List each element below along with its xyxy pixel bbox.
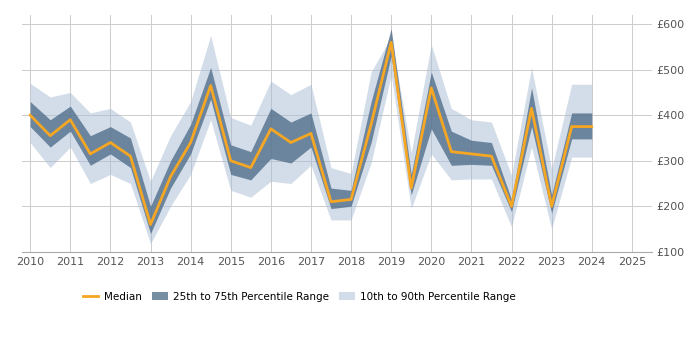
Legend: Median, 25th to 75th Percentile Range, 10th to 90th Percentile Range: Median, 25th to 75th Percentile Range, 1… — [78, 287, 520, 306]
